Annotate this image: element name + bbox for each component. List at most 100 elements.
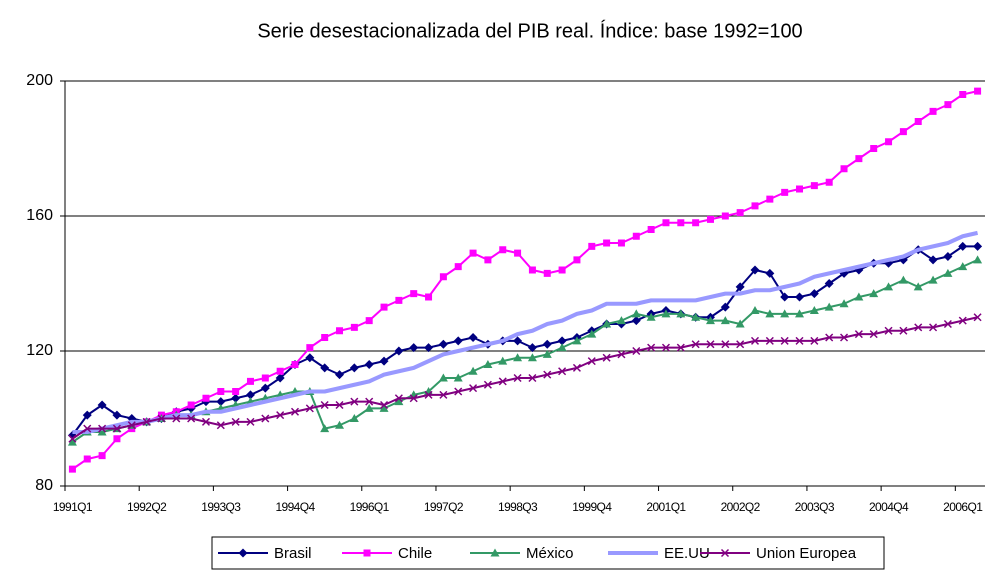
marker bbox=[438, 339, 448, 349]
marker bbox=[766, 195, 774, 203]
marker bbox=[825, 333, 834, 342]
marker bbox=[527, 343, 537, 353]
marker bbox=[899, 128, 907, 136]
marker bbox=[424, 343, 434, 353]
marker bbox=[646, 312, 656, 321]
marker bbox=[558, 367, 567, 376]
marker bbox=[884, 326, 893, 335]
marker bbox=[720, 316, 730, 325]
marker bbox=[82, 410, 92, 420]
marker bbox=[112, 424, 121, 433]
marker bbox=[914, 323, 923, 332]
marker bbox=[187, 401, 195, 409]
marker bbox=[928, 255, 938, 265]
marker bbox=[572, 336, 582, 345]
y-tick-label: 120 bbox=[26, 342, 53, 359]
marker bbox=[97, 427, 107, 436]
marker bbox=[83, 424, 92, 433]
marker bbox=[676, 343, 685, 352]
marker bbox=[958, 262, 968, 271]
marker bbox=[365, 317, 373, 325]
marker bbox=[603, 239, 611, 247]
marker bbox=[201, 417, 210, 426]
marker bbox=[662, 219, 670, 227]
marker bbox=[647, 343, 656, 352]
x-tick-label: 2001Q1 bbox=[646, 500, 686, 514]
marker bbox=[602, 319, 612, 328]
legend-box bbox=[211, 536, 885, 570]
marker bbox=[320, 424, 330, 433]
marker bbox=[68, 465, 76, 473]
marker bbox=[720, 302, 730, 312]
marker bbox=[631, 316, 641, 326]
marker bbox=[824, 279, 834, 288]
marker bbox=[127, 421, 136, 430]
marker bbox=[320, 363, 330, 373]
marker bbox=[291, 361, 299, 368]
marker bbox=[573, 256, 581, 264]
marker bbox=[275, 373, 285, 383]
marker bbox=[736, 209, 744, 217]
marker bbox=[336, 327, 344, 335]
x-tick-label: 2002Q2 bbox=[721, 500, 761, 514]
marker bbox=[691, 340, 700, 349]
marker bbox=[750, 306, 760, 314]
marker bbox=[379, 356, 389, 366]
x-tick-label: 2006Q1 bbox=[943, 500, 983, 514]
marker bbox=[647, 226, 655, 233]
marker bbox=[438, 373, 448, 382]
marker bbox=[796, 185, 804, 193]
marker bbox=[231, 393, 241, 403]
marker bbox=[884, 282, 894, 291]
x-tick-label: 2003Q3 bbox=[795, 500, 835, 514]
legend-marker bbox=[363, 549, 371, 557]
marker bbox=[944, 101, 952, 109]
legend-label: Union Europea bbox=[756, 545, 857, 562]
marker bbox=[394, 397, 404, 406]
marker bbox=[692, 219, 700, 227]
marker bbox=[113, 435, 121, 443]
marker bbox=[810, 336, 819, 345]
marker bbox=[409, 343, 419, 353]
marker bbox=[750, 265, 760, 275]
marker bbox=[379, 403, 389, 412]
legend-label: Chile bbox=[398, 545, 432, 562]
marker bbox=[335, 370, 345, 380]
marker bbox=[795, 292, 805, 302]
y-tick-label: 80 bbox=[35, 477, 53, 494]
marker bbox=[885, 138, 893, 146]
marker bbox=[112, 410, 122, 420]
marker bbox=[245, 390, 255, 400]
marker bbox=[498, 356, 508, 365]
marker bbox=[958, 241, 968, 251]
marker bbox=[528, 266, 536, 274]
marker bbox=[869, 289, 879, 298]
marker bbox=[349, 363, 359, 373]
marker bbox=[468, 366, 478, 375]
marker bbox=[943, 268, 953, 277]
marker bbox=[320, 400, 329, 410]
legend-marker bbox=[238, 548, 248, 558]
marker bbox=[870, 145, 878, 152]
x-tick-label: 1998Q3 bbox=[498, 500, 538, 514]
marker bbox=[499, 246, 507, 254]
marker bbox=[260, 383, 270, 393]
marker bbox=[453, 336, 463, 346]
marker bbox=[958, 316, 967, 325]
marker bbox=[335, 400, 344, 410]
marker bbox=[973, 241, 983, 251]
marker bbox=[588, 242, 596, 250]
marker bbox=[67, 437, 77, 446]
marker bbox=[364, 360, 374, 369]
marker bbox=[305, 404, 314, 413]
marker bbox=[765, 309, 775, 318]
marker bbox=[825, 178, 833, 186]
x-tick-label: 1992Q2 bbox=[127, 500, 167, 514]
marker bbox=[469, 249, 477, 257]
marker bbox=[735, 319, 745, 328]
marker bbox=[854, 292, 864, 301]
marker bbox=[750, 336, 760, 345]
marker bbox=[765, 268, 775, 278]
marker bbox=[276, 367, 284, 375]
marker bbox=[602, 353, 611, 362]
